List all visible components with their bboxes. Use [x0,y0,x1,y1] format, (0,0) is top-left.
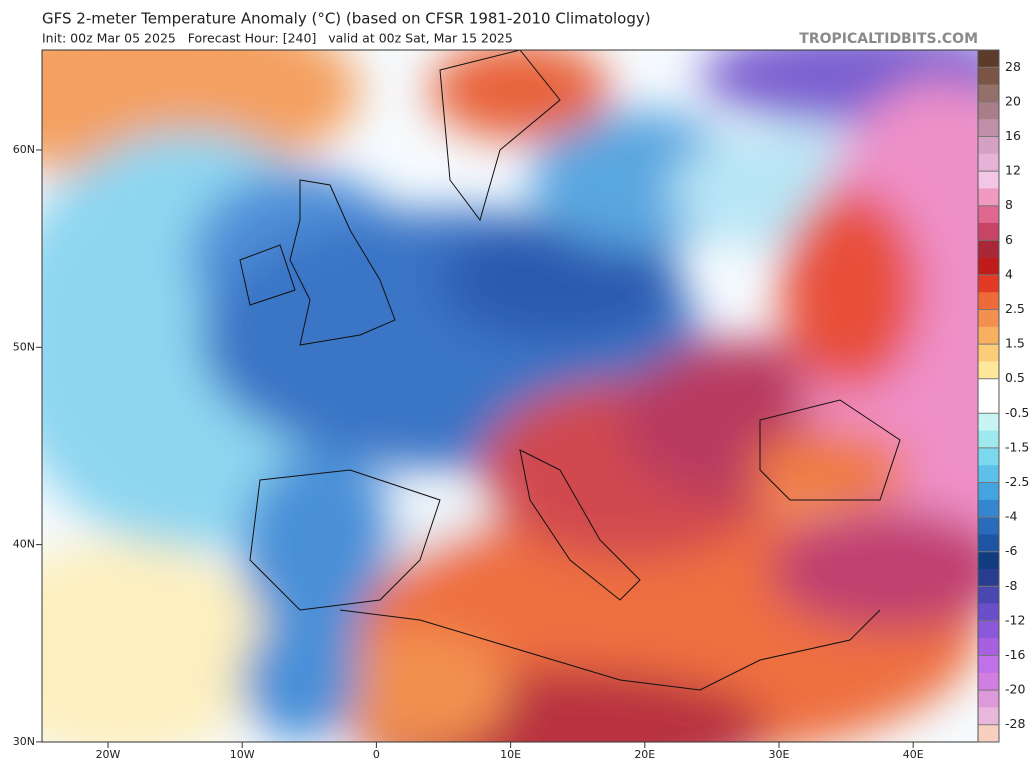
colorbar-label: -1.5 [1005,439,1029,454]
lon-label: 20E [634,748,655,761]
colorbar-label: -6 [1005,543,1018,558]
colorbar-frame [977,49,1000,743]
colorbar-swatch [978,413,999,431]
colorbar-swatch [978,274,999,293]
colorbar-swatch [978,620,999,639]
colorbar-swatch [978,447,999,466]
source: TROPICALTIDBITS.COM [799,31,978,47]
title: GFS 2-meter Temperature Anomaly (°C) (ba… [42,10,651,28]
colorbar-swatch [978,517,999,535]
lat-label: 50N [13,340,35,353]
lon-label: 30E [769,748,790,761]
colorbar-swatch [978,482,999,501]
colorbar-swatch [978,344,999,362]
colorbar-label: 20 [1005,93,1021,108]
colorbar-swatch [978,119,999,137]
colorbar-swatch [978,361,999,379]
colorbar-label: 28 [1005,59,1021,74]
colorbar-swatch [978,638,999,656]
colorbar-swatch [978,67,999,85]
lon-label: 0 [373,748,380,761]
lon-label: 10E [500,748,521,761]
colorbar-swatch [978,378,999,397]
colorbar-label: 8 [1005,197,1013,212]
colorbar-swatch [978,153,999,172]
colorbar-swatch [978,430,999,449]
colorbar-swatch [978,569,999,587]
colorbar-swatch [978,292,999,310]
colorbar-label: 16 [1005,128,1021,143]
colorbar-swatch [978,707,999,725]
colorbar-label: -16 [1005,647,1025,662]
lat-label: 60N [13,143,35,156]
colorbar-swatch [978,586,999,604]
colorbar-label: -0.5 [1005,405,1029,420]
colorbar-swatch [978,101,999,120]
colorbar-label: 2.5 [1005,301,1025,316]
colorbar-swatch [978,551,999,570]
colorbar-swatch [978,50,999,68]
subtitle: Init: 00z Mar 05 2025 Forecast Hour: [24… [42,31,513,46]
colorbar-swatch [978,603,999,622]
colorbar-label: -8 [1005,578,1018,593]
colorbar-swatch [978,465,999,483]
colorbar-swatch [978,223,999,241]
colorbar-swatch [978,171,999,189]
colorbar-swatch [978,326,999,345]
colorbar-label: -20 [1005,682,1025,697]
colorbar-swatch [978,188,999,206]
colorbar-swatch [978,690,999,708]
colorbar-swatch [978,655,999,674]
lon-label: 10W [230,748,255,761]
colorbar-label: 12 [1005,163,1021,178]
colorbar-swatch [978,240,999,258]
colorbar-swatch [978,257,999,276]
colorbar-label: -12 [1005,612,1025,627]
colorbar-label: -28 [1005,716,1025,731]
lat-label: 30N [13,735,35,748]
colorbar-swatch [978,84,999,103]
colorbar-label: 6 [1005,232,1013,247]
lon-label: 20W [96,748,121,761]
lon-label: 40E [903,748,924,761]
colorbar-label: 4 [1005,266,1013,281]
colorbar-label: -2.5 [1005,474,1029,489]
colorbar-label: 1.5 [1005,336,1025,351]
colorbar-swatch [978,205,999,224]
colorbar-swatch [978,309,999,328]
colorbar-label: -4 [1005,509,1018,524]
colorbar-swatch [978,396,999,414]
colorbar-swatch [978,499,999,518]
colorbar-label: 0.5 [1005,370,1025,385]
colorbar-swatch [978,534,999,552]
colorbar-swatch [978,136,999,155]
colorbar-swatch [978,724,999,743]
colorbar-swatch [978,672,999,691]
lat-label: 40N [13,538,35,551]
colorbar: 28 20 16 12 8 6 4 2.5 1.5 0.5 -0.5 -1.5 -2.5 -4 -6 -8 -1… [977,49,1029,743]
